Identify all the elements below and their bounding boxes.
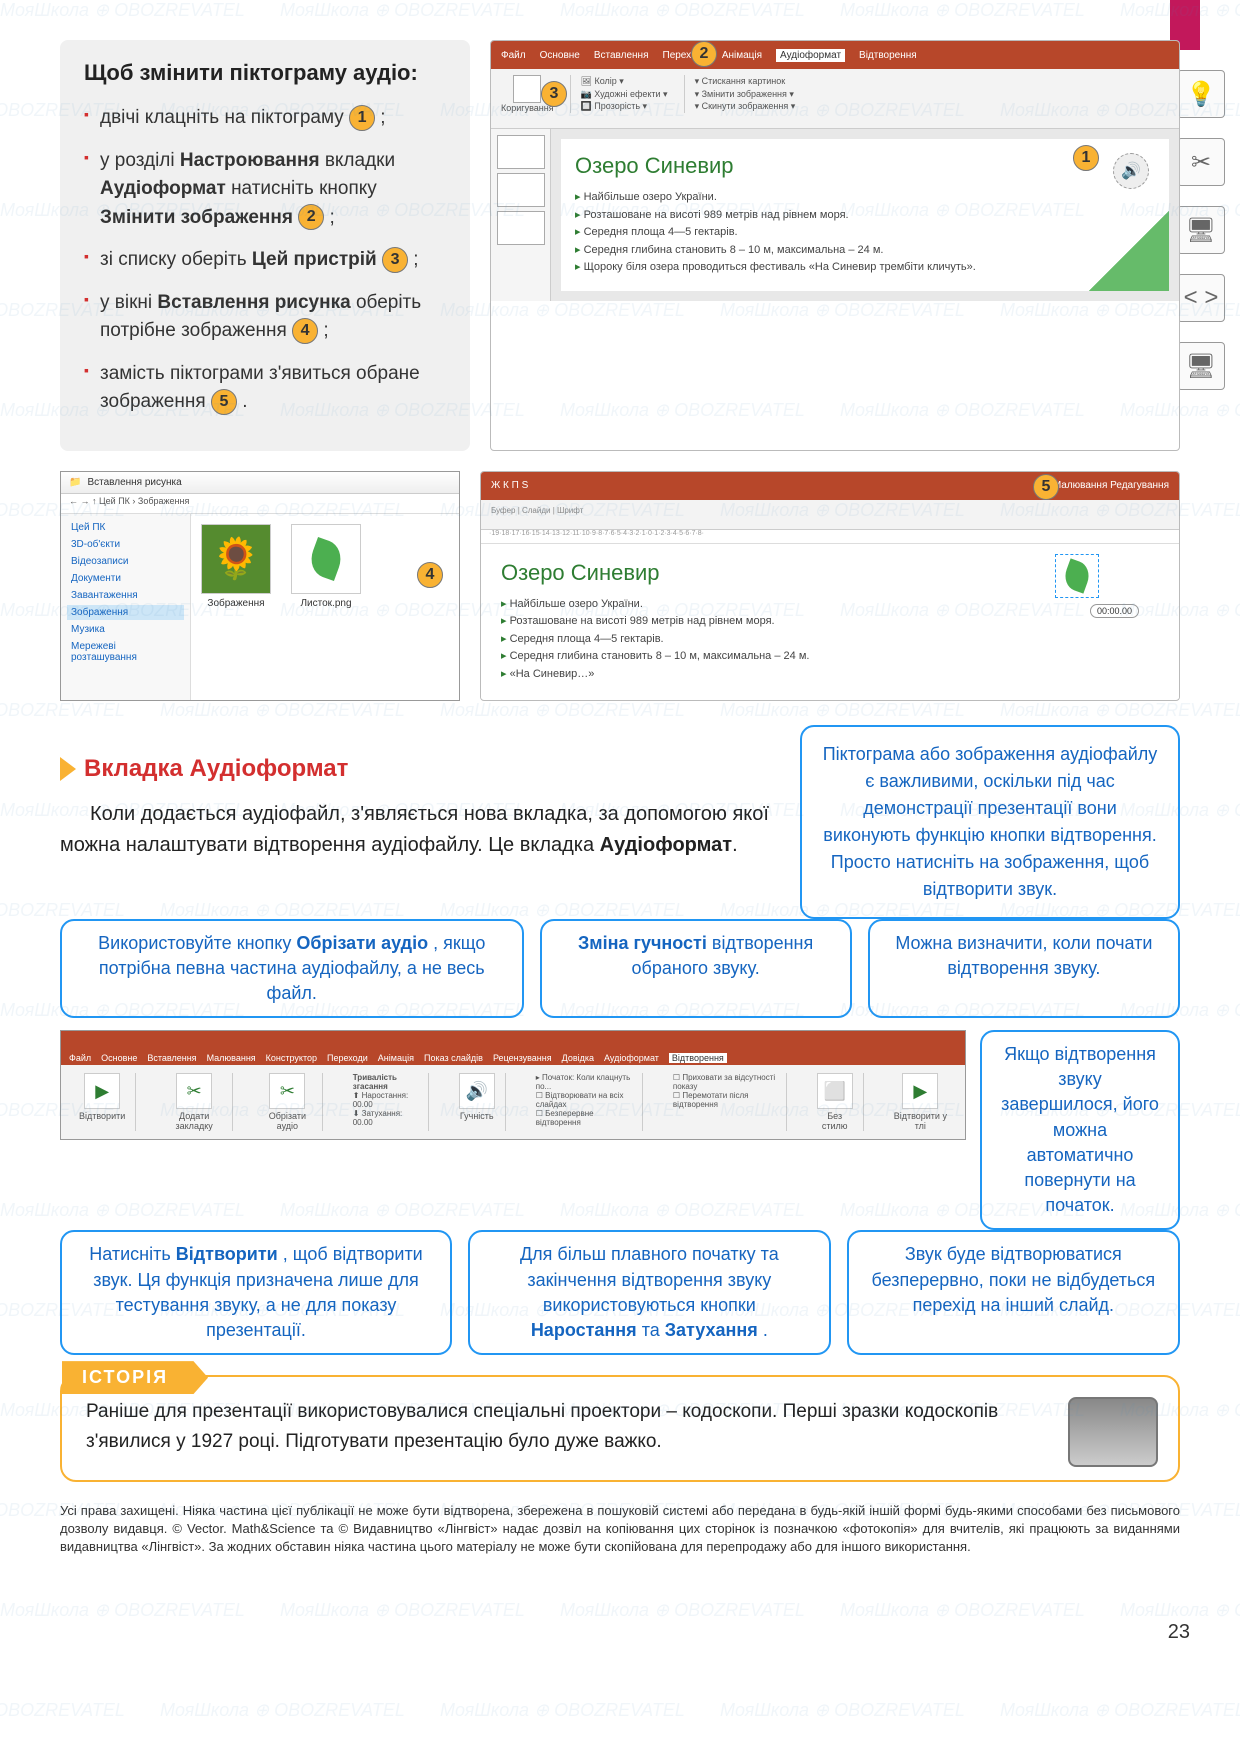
audio-playback-ribbon: Файл Основне Вставлення Малювання Констр…	[60, 1030, 966, 1140]
callout-rewind: Якщо відтворення звуку завершилося, його…	[980, 1030, 1180, 1230]
audio-time-badge: 00:00.00	[1090, 604, 1139, 618]
instr-bold: Настроювання	[180, 150, 320, 171]
callout-bold: Зміна гучності	[578, 933, 707, 953]
ppt-ribbon: Коригування 🖼 Колір ▾ 📷 Художні ефекти ▾…	[491, 69, 1179, 129]
instr-text: вкладки	[325, 150, 395, 171]
copyright-footer: Усі права захищені. Ніяка частина цієї п…	[60, 1502, 1180, 1557]
slide-title: Озеро Синевир	[575, 153, 1155, 179]
side-icon-desktop: 🖥	[1177, 342, 1225, 390]
ppt-screenshot-1: Файл Основне Вставлення Переходи Анімаці…	[490, 40, 1180, 451]
instructions-title: Щоб змінити піктограму аудіо:	[84, 60, 446, 86]
callouts-row-1: Використовуйте кнопку Обрізати аудіо , я…	[60, 919, 1180, 1019]
callout-text: Використовуйте кнопку	[98, 933, 296, 953]
side-icon-idea: 💡	[1177, 70, 1225, 118]
section-header: Вкладка Аудіоформат	[60, 755, 780, 783]
callout-bold: Наростання	[531, 1320, 637, 1340]
dialog-titlebar: 📁 Вставлення рисунка	[61, 472, 459, 494]
instr-text: натисніть кнопку	[231, 178, 377, 199]
history-text: Раніше для презентації використовувалися…	[86, 1397, 1154, 1456]
instructions-box: Щоб змінити піктограму аудіо: двічі клац…	[60, 40, 470, 451]
callout-text: Звук буде відтворюватися безперервно, по…	[872, 1244, 1156, 1314]
dialog-file-area: 🌻 Зображення Листок.png	[191, 514, 459, 700]
callout-bold: Відтворити	[176, 1244, 278, 1264]
slide-bullets-2: Найбільше озеро України. Розташоване на …	[501, 596, 1159, 684]
side-icon-column: 💡 ✂ 🖥 < > 🖥	[1177, 70, 1225, 390]
dialog-path: ← → ↑ Цей ПК › Зображення	[61, 494, 459, 514]
ppt-tab: Вставлення	[594, 50, 649, 61]
ppt-tab: Файл	[501, 50, 526, 61]
dialog-title: Вставлення рисунка	[87, 477, 181, 488]
ppt-screenshot-2: Ж К П S Малювання Редагування Буфер | Сл…	[480, 471, 1180, 701]
file-open-dialog: 📁 Вставлення рисунка ← → ↑ Цей ПК › Зобр…	[60, 471, 460, 701]
instr-text: ;	[323, 320, 328, 341]
marker-2: 2	[298, 204, 324, 230]
instr-bold: Змінити зображення	[100, 207, 293, 228]
ppt-ribbon-2: Буфер | Слайди | Шрифт 5	[481, 500, 1179, 530]
marker-2-screenshot: 2	[691, 41, 717, 67]
marker-3: 3	[382, 247, 408, 273]
marker-5-screenshot: 5	[1033, 474, 1059, 500]
history-image	[1068, 1397, 1158, 1467]
instr-text: замість піктограми з'явиться обране зобр…	[100, 363, 420, 413]
ppt-tab-bar: Файл Основне Вставлення Переходи Анімаці…	[491, 41, 1179, 69]
marker-1: 1	[349, 105, 375, 131]
ppt-tab: Анімація	[722, 50, 762, 61]
slide-bullets: Найбільше озеро України. Розташоване на …	[575, 189, 1155, 277]
instr-text: ;	[413, 249, 418, 270]
marker-5: 5	[211, 389, 237, 415]
marker-4: 4	[292, 318, 318, 344]
callout-text: Можна визначити, коли почати відтворення…	[895, 933, 1152, 978]
dialog-sidebar: Цей ПК 3D-об'єкти Відеозаписи Документи …	[61, 514, 191, 700]
callouts-row-3: Натисніть Відтворити , щоб відтворити зв…	[60, 1230, 1180, 1355]
section-body: Коли додається аудіофайл, з'являється но…	[60, 799, 780, 861]
ppt-tab: Відтворення	[859, 50, 917, 61]
callout-main-info: Піктограма або зображення аудіофайлу є в…	[800, 725, 1180, 919]
callout-text: та	[642, 1320, 665, 1340]
section-title: Вкладка Аудіоформат	[60, 755, 348, 783]
history-box: ІСТОРІЯ Раніше для презентації використо…	[60, 1375, 1180, 1482]
side-icon-code: < >	[1177, 274, 1225, 322]
instr-text: двічі клацніть на піктограму	[100, 107, 349, 128]
instr-text: у вікні	[100, 292, 157, 313]
instructions-list: двічі клацніть на піктограму 1 ; у розді…	[84, 104, 446, 417]
callout-text: .	[763, 1320, 768, 1340]
instr-text: ;	[380, 107, 385, 128]
callout-bold: Затухання	[665, 1320, 758, 1340]
instr-text: .	[242, 391, 247, 412]
instr-bold: Вставлення рисунка	[157, 292, 350, 313]
callout-bold: Обрізати аудіо	[296, 933, 428, 953]
callout-text: Для більш плавного початку та закінчення…	[520, 1244, 779, 1314]
marker-3-screenshot: 3	[541, 81, 567, 107]
side-icon-monitor: 🖥	[1177, 206, 1225, 254]
slide-thumbnails	[491, 129, 551, 301]
instr-bold: Аудіоформат	[100, 178, 226, 199]
callout-text: Натисніть	[89, 1244, 175, 1264]
instr-text: зі списку оберіть	[100, 249, 252, 270]
page-number: 23	[1168, 1621, 1190, 1644]
ppt-tab: Основне	[540, 50, 580, 61]
ppt-tab-bar-2: Ж К П S Малювання Редагування	[481, 472, 1179, 500]
slide-canvas: Озеро Синевир 🔊 1 Найбільше озеро Україн…	[561, 139, 1169, 291]
ppt-tab: Аудіоформат	[776, 49, 845, 62]
marker-4-screenshot: 4	[417, 562, 443, 588]
instr-text: ;	[330, 207, 335, 228]
history-label: ІСТОРІЯ	[62, 1361, 208, 1394]
instr-text: у розділі	[100, 150, 180, 171]
marker-1-screenshot: 1	[1073, 145, 1099, 171]
side-icon-scissors: ✂	[1177, 138, 1225, 186]
instr-bold: Цей пристрій	[252, 249, 377, 270]
